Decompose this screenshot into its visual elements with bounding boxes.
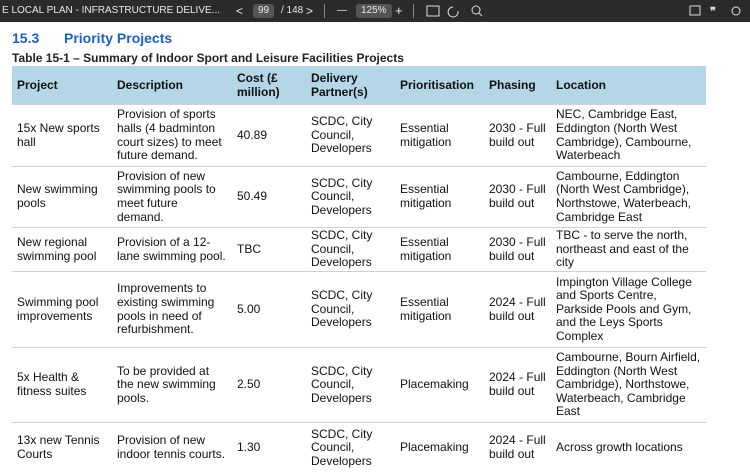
table-cell: 40.89 [232,104,306,167]
table-cell: SCDC, City Council, Developers [306,271,395,348]
table-cell: TBC - to serve the north, northeast and … [551,227,706,272]
zoom-out-button[interactable]: — [337,5,347,16]
table-cell: Cambourne, Eddington (North West Cambrid… [551,166,706,228]
table-cell: Placemaking [395,347,484,423]
column-header: Project [12,66,112,105]
right-icons: ❞ [689,5,741,18]
section-title: Priority Projects [64,30,173,46]
prev-page-button[interactable]: < [236,4,244,18]
table-cell: Provision of new indoor tennis courts. [112,422,232,473]
table-cell: SCDC, City Council, Developers [306,422,395,473]
separator [413,4,414,18]
table-cell: 2024 - Full build out [484,271,551,348]
table-cell: Placemaking [395,422,484,473]
table-cell: Provision of new swimming pools to meet … [112,166,232,228]
table-row: 5x Health & fitness suites To be provided… [12,347,706,423]
table-cell: Across growth locations [551,422,706,473]
table-cell: 2030 - Full build out [484,227,551,272]
table-cell: SCDC, City Council, Developers [306,104,395,167]
table-cell: Provision of a 12-lane swimming pool. [112,227,232,272]
table-row: 15x New sports hall Provision of sports h… [12,104,706,167]
table-cell: NEC, Cambridge East, Eddington (North We… [551,104,706,167]
table-cell: 2030 - Full build out [484,166,551,228]
table-cell: To be provided at the new swimming pools… [112,347,232,423]
table-cell: 5x Health & fitness suites [12,347,112,423]
table-caption: Table 15-1 – Summary of Indoor Sport and… [12,51,404,65]
toolbar-icons [426,5,483,18]
fit-page-icon[interactable] [426,5,440,17]
document-page: 15.3 Priority Projects Table 15-1 – Summa… [0,22,750,473]
table-cell: Essential mitigation [395,104,484,167]
table-cell: SCDC, City Council, Developers [306,347,395,423]
column-header: Delivery Partner(s) [306,66,395,105]
table-cell: 2030 - Full build out [484,104,551,167]
table-cell: 13x new Tennis Courts [12,422,112,473]
comment-icon[interactable] [689,5,701,16]
section-heading: 15.3 Priority Projects [12,30,172,46]
next-page-button[interactable]: > [306,4,314,18]
table-cell: New swimming pools [12,166,112,228]
table-cell: New regional swimming pool [12,227,112,272]
header-row: Project Description Cost (£ million) Delive… [12,66,706,105]
table-cell: 2024 - Full build out [484,422,551,473]
zoom-in-button[interactable]: + [395,3,403,18]
separator [324,4,325,18]
section-number: 15.3 [12,30,40,46]
table-cell: SCDC, City Council, Developers [306,227,395,272]
table-row: New regional swimming pool Provision of a… [12,227,706,272]
table-cell: TBC [232,227,306,272]
column-header: Prioritisation [395,66,484,105]
table-cell: Provision of sports halls (4 badminton c… [112,104,232,167]
table-row: 13x new Tennis Courts Provision of new in… [12,422,706,473]
table-cell: 50.49 [232,166,306,228]
table-cell: 2024 - Full build out [484,347,551,423]
table-row: Swimming pool improvements Improvements t… [12,271,706,348]
search-icon[interactable] [471,5,481,15]
page-input[interactable]: 99 [253,4,275,18]
column-header: Cost (£ million) [232,66,306,105]
projects-table: Project Description Cost (£ million) Delive… [12,66,706,473]
table-cell: 2.50 [232,347,306,423]
table-cell: Essential mitigation [395,227,484,272]
rotate-icon[interactable] [447,6,459,18]
table-cell: 1.30 [232,422,306,473]
column-header: Description [112,66,232,105]
column-header: Location [551,66,706,105]
settings-icon[interactable] [731,6,741,16]
table-cell: Swimming pool improvements [12,271,112,348]
column-header: Phasing [484,66,551,105]
zoom-level[interactable]: 125% [356,4,392,18]
document-title: E LOCAL PLAN - INFRASTRUCTURE DELIVE... [2,5,221,16]
table-cell: Impington Village College and Sports Cen… [551,271,706,348]
table-cell: Cambourne, Bourn Airfield, Eddington (No… [551,347,706,423]
quote-icon[interactable]: ❞ [710,6,716,18]
table-cell: 15x New sports hall [12,104,112,167]
viewer-toolbar: E LOCAL PLAN - INFRASTRUCTURE DELIVE... … [0,0,750,22]
table-cell: Essential mitigation [395,271,484,348]
table-cell: SCDC, City Council, Developers [306,166,395,228]
table-cell: Improvements to existing swimming pools … [112,271,232,348]
table-row: New swimming pools Provision of new swimm… [12,166,706,228]
page-total: / 148 [281,5,304,16]
table-cell: 5.00 [232,271,306,348]
table-cell: Essential mitigation [395,166,484,228]
